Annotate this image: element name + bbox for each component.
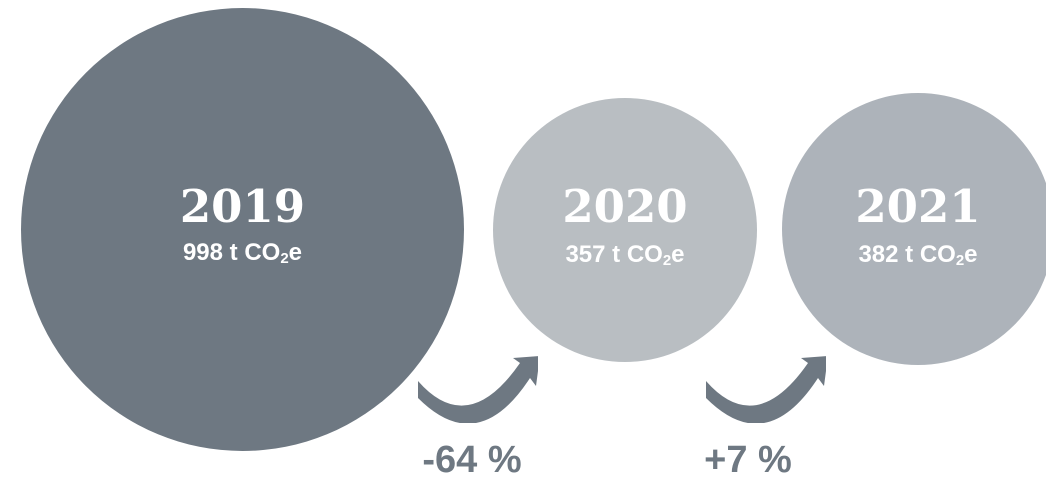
curved-arrow-icon — [706, 356, 826, 423]
year-label-2020: 2020 — [562, 180, 688, 233]
emissions-suffix: e — [964, 241, 978, 268]
bubble-2021: 2021 382 t CO2e — [782, 93, 1046, 365]
change-label-2020-2021: +7 % — [704, 439, 792, 481]
bubble-2020: 2020 357 t CO2e — [493, 98, 757, 362]
emissions-value-2021: 382 t CO2e — [782, 241, 1046, 275]
emissions-value-2019: 998 t CO2e — [21, 239, 464, 273]
emissions-suffix: e — [671, 241, 685, 268]
year-label-2021: 2021 — [855, 180, 981, 233]
curved-arrow-icon — [418, 356, 538, 423]
emissions-subscript: 2 — [955, 252, 965, 269]
emissions-prefix: 998 t CO — [182, 239, 281, 266]
emissions-prefix: 382 t CO — [858, 241, 956, 268]
year-label-2019: 2019 — [179, 180, 306, 233]
emissions-suffix: e — [288, 239, 303, 266]
emissions-subscript: 2 — [280, 250, 289, 267]
bubble-2019: 2019 998 t CO2e — [21, 8, 464, 451]
change-label-2019-2020: -64 % — [422, 439, 522, 481]
emissions-prefix: 357 t CO — [565, 241, 663, 268]
emissions-value-2020: 357 t CO2e — [493, 241, 757, 275]
emissions-subscript: 2 — [662, 252, 672, 269]
